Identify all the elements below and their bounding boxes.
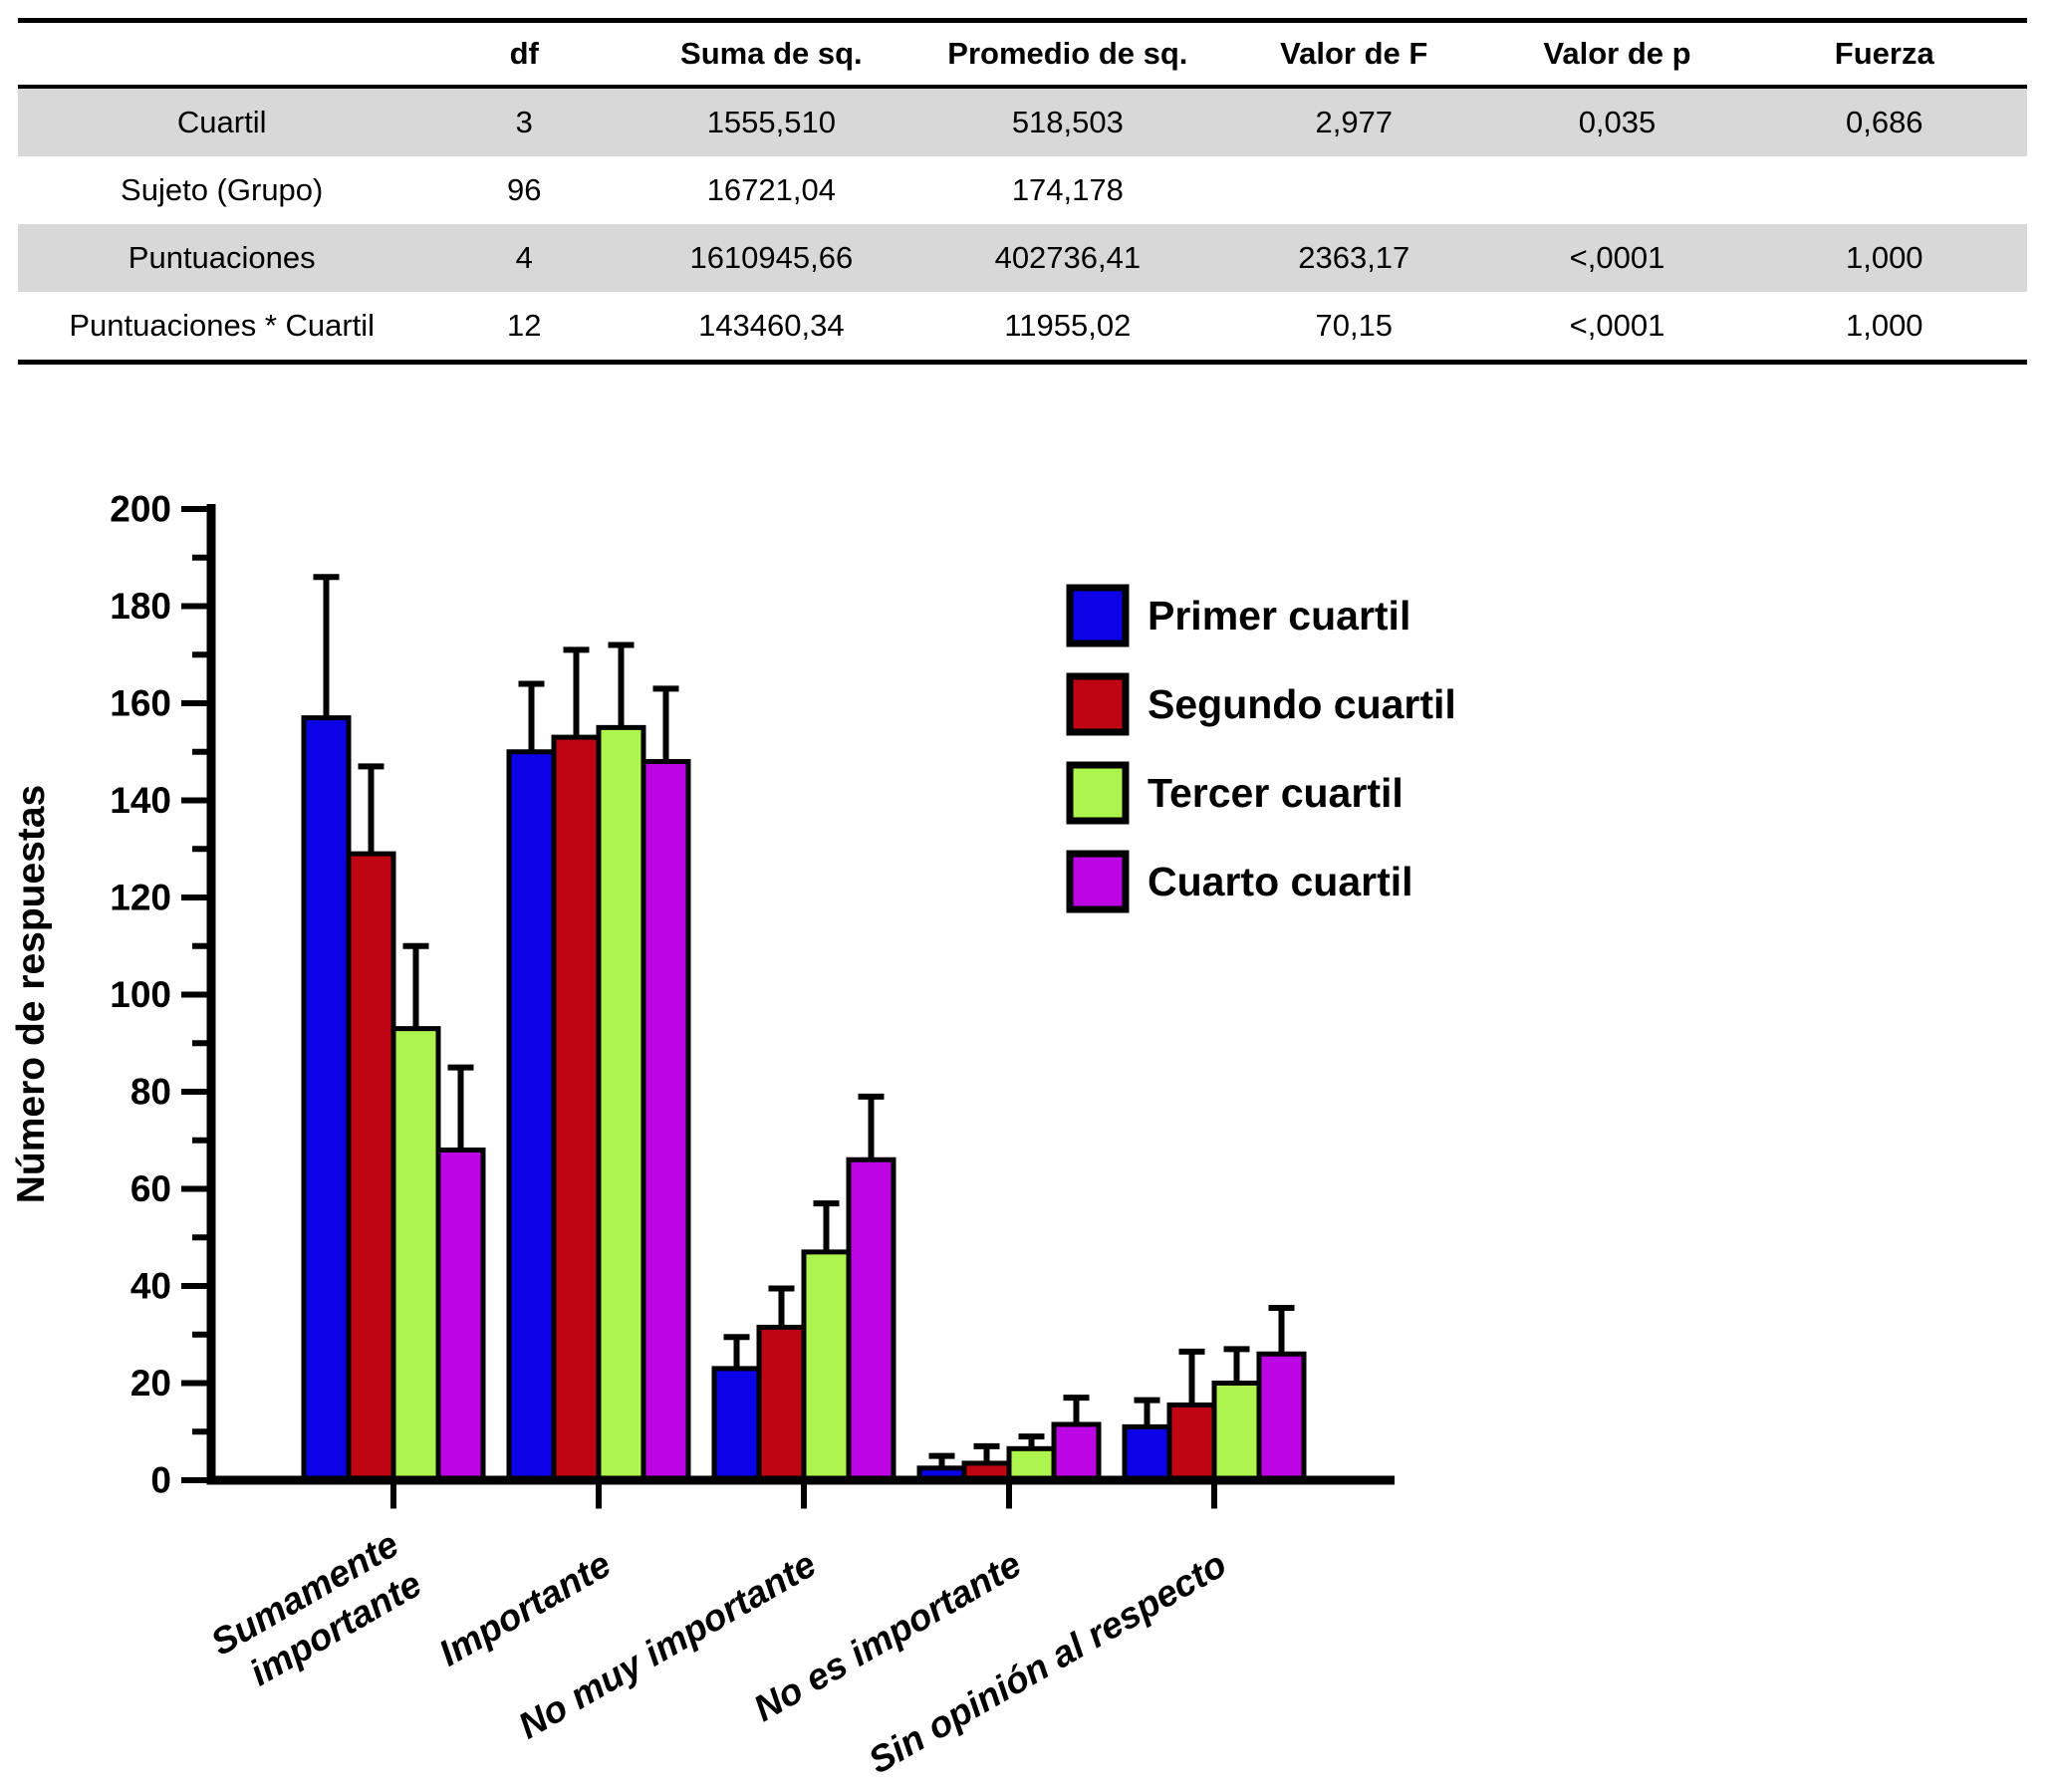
table-cell: 0,686 xyxy=(1845,105,1923,139)
table-cell: 0,035 xyxy=(1578,105,1657,139)
table-cell: 4 xyxy=(515,240,533,275)
table-row: Cuartil 3 1555,510 518,503 2,977 0,035 0,686 xyxy=(18,87,2027,156)
y-tick-label: 100 xyxy=(110,974,171,1015)
bar xyxy=(756,1324,807,1483)
table-cell: 143460,34 xyxy=(623,292,920,365)
table-cell: 402736,41 xyxy=(994,240,1142,275)
table-cell: 96 xyxy=(507,172,542,207)
row-label: Puntuaciones * Cuartil xyxy=(18,292,426,365)
y-tick-label: 200 xyxy=(110,489,171,530)
y-tick-label: 180 xyxy=(110,586,171,627)
bar xyxy=(640,759,691,1483)
x-category-label: Sin opinión al respecto xyxy=(862,1543,1233,1781)
table-cell: 174,178 xyxy=(1011,172,1124,207)
y-tick-label: 20 xyxy=(130,1363,171,1404)
legend-swatch xyxy=(1066,584,1130,647)
anova-table: df Suma de sq. Promedio de sq. Valor de F Va… xyxy=(18,18,2027,365)
y-tick-label: 80 xyxy=(130,1072,171,1113)
y-tick-label: 60 xyxy=(130,1168,171,1209)
bar xyxy=(1256,1351,1307,1483)
x-category-label-line: Importante xyxy=(432,1543,618,1673)
legend-swatch xyxy=(1066,761,1130,825)
bar xyxy=(551,734,602,1483)
table-col-header: Suma de sq. xyxy=(623,18,920,89)
x-category-label-line: Sin opinión al respecto xyxy=(862,1543,1233,1781)
bar xyxy=(1166,1402,1217,1483)
bar xyxy=(435,1148,486,1483)
table-col-header: df xyxy=(425,18,624,89)
row-label: Puntuaciones xyxy=(128,240,316,275)
table-corner-cell xyxy=(18,18,426,89)
legend-label: Tercer cuartil xyxy=(1148,770,1404,816)
table-col-header: Valor de p xyxy=(1492,18,1742,89)
table-col-header: Promedio de sq. xyxy=(919,18,1216,89)
y-tick-label: 0 xyxy=(150,1460,171,1501)
table-cell: 70,15 xyxy=(1215,292,1493,365)
table-header-row: df Suma de sq. Promedio de sq. Valor de F Va… xyxy=(18,18,2027,89)
table-row: Puntuaciones 4 1610945,66 402736,41 2363,17 <… xyxy=(18,224,2027,292)
table-col-header: Valor de F xyxy=(1215,18,1493,89)
bar xyxy=(1006,1445,1057,1483)
table-cell: 1,000 xyxy=(1741,292,2027,365)
legend-label: Segundo cuartil xyxy=(1148,681,1456,727)
bar xyxy=(1122,1423,1172,1483)
y-tick-label: 140 xyxy=(110,780,171,821)
bar xyxy=(1051,1421,1102,1483)
legend-swatch xyxy=(1066,672,1130,736)
table-cell: 518,503 xyxy=(1011,105,1124,139)
y-tick-label: 160 xyxy=(110,683,171,724)
table-row: Sujeto (Grupo) 96 16721,04 174,178 xyxy=(18,156,2027,224)
table-cell: 16721,04 xyxy=(706,172,836,207)
legend-swatch xyxy=(1066,850,1130,913)
bar xyxy=(506,749,557,1483)
table-cell: <,0001 xyxy=(1569,240,1665,275)
x-category-label: Importante xyxy=(432,1543,618,1673)
bar xyxy=(346,851,396,1483)
y-axis-title: Número de respuestas xyxy=(10,785,53,1204)
table-cell: 3 xyxy=(515,105,533,139)
row-label: Sujeto (Grupo) xyxy=(121,172,324,207)
x-category-label: Sumamenteimportante xyxy=(204,1523,428,1702)
bar xyxy=(711,1366,762,1483)
bar xyxy=(1211,1381,1262,1483)
table-cell: 2363,17 xyxy=(1298,240,1410,275)
y-tick-label: 120 xyxy=(110,878,171,918)
legend-label: Primer cuartil xyxy=(1148,593,1410,639)
bar xyxy=(301,715,352,1483)
table-cell: <,0001 xyxy=(1492,292,1742,365)
table-cell: 1555,510 xyxy=(706,105,836,139)
bar xyxy=(846,1156,896,1483)
table-cell: 11955,02 xyxy=(919,292,1216,365)
legend-label: Cuarto cuartil xyxy=(1148,859,1413,904)
table-row: Puntuaciones * Cuartil 12 143460,34 11955,0… xyxy=(18,292,2027,365)
table-cell: 1,000 xyxy=(1845,240,1923,275)
table-col-header: Fuerza xyxy=(1741,18,2027,89)
table-cell: 1610945,66 xyxy=(689,240,854,275)
bar xyxy=(801,1249,852,1483)
table-cell: 12 xyxy=(425,292,624,365)
y-tick-label: 40 xyxy=(130,1266,171,1307)
bar xyxy=(390,1026,441,1483)
row-label: Cuartil xyxy=(176,105,267,139)
bar xyxy=(596,724,646,1483)
table-cell: 2,977 xyxy=(1315,105,1394,139)
